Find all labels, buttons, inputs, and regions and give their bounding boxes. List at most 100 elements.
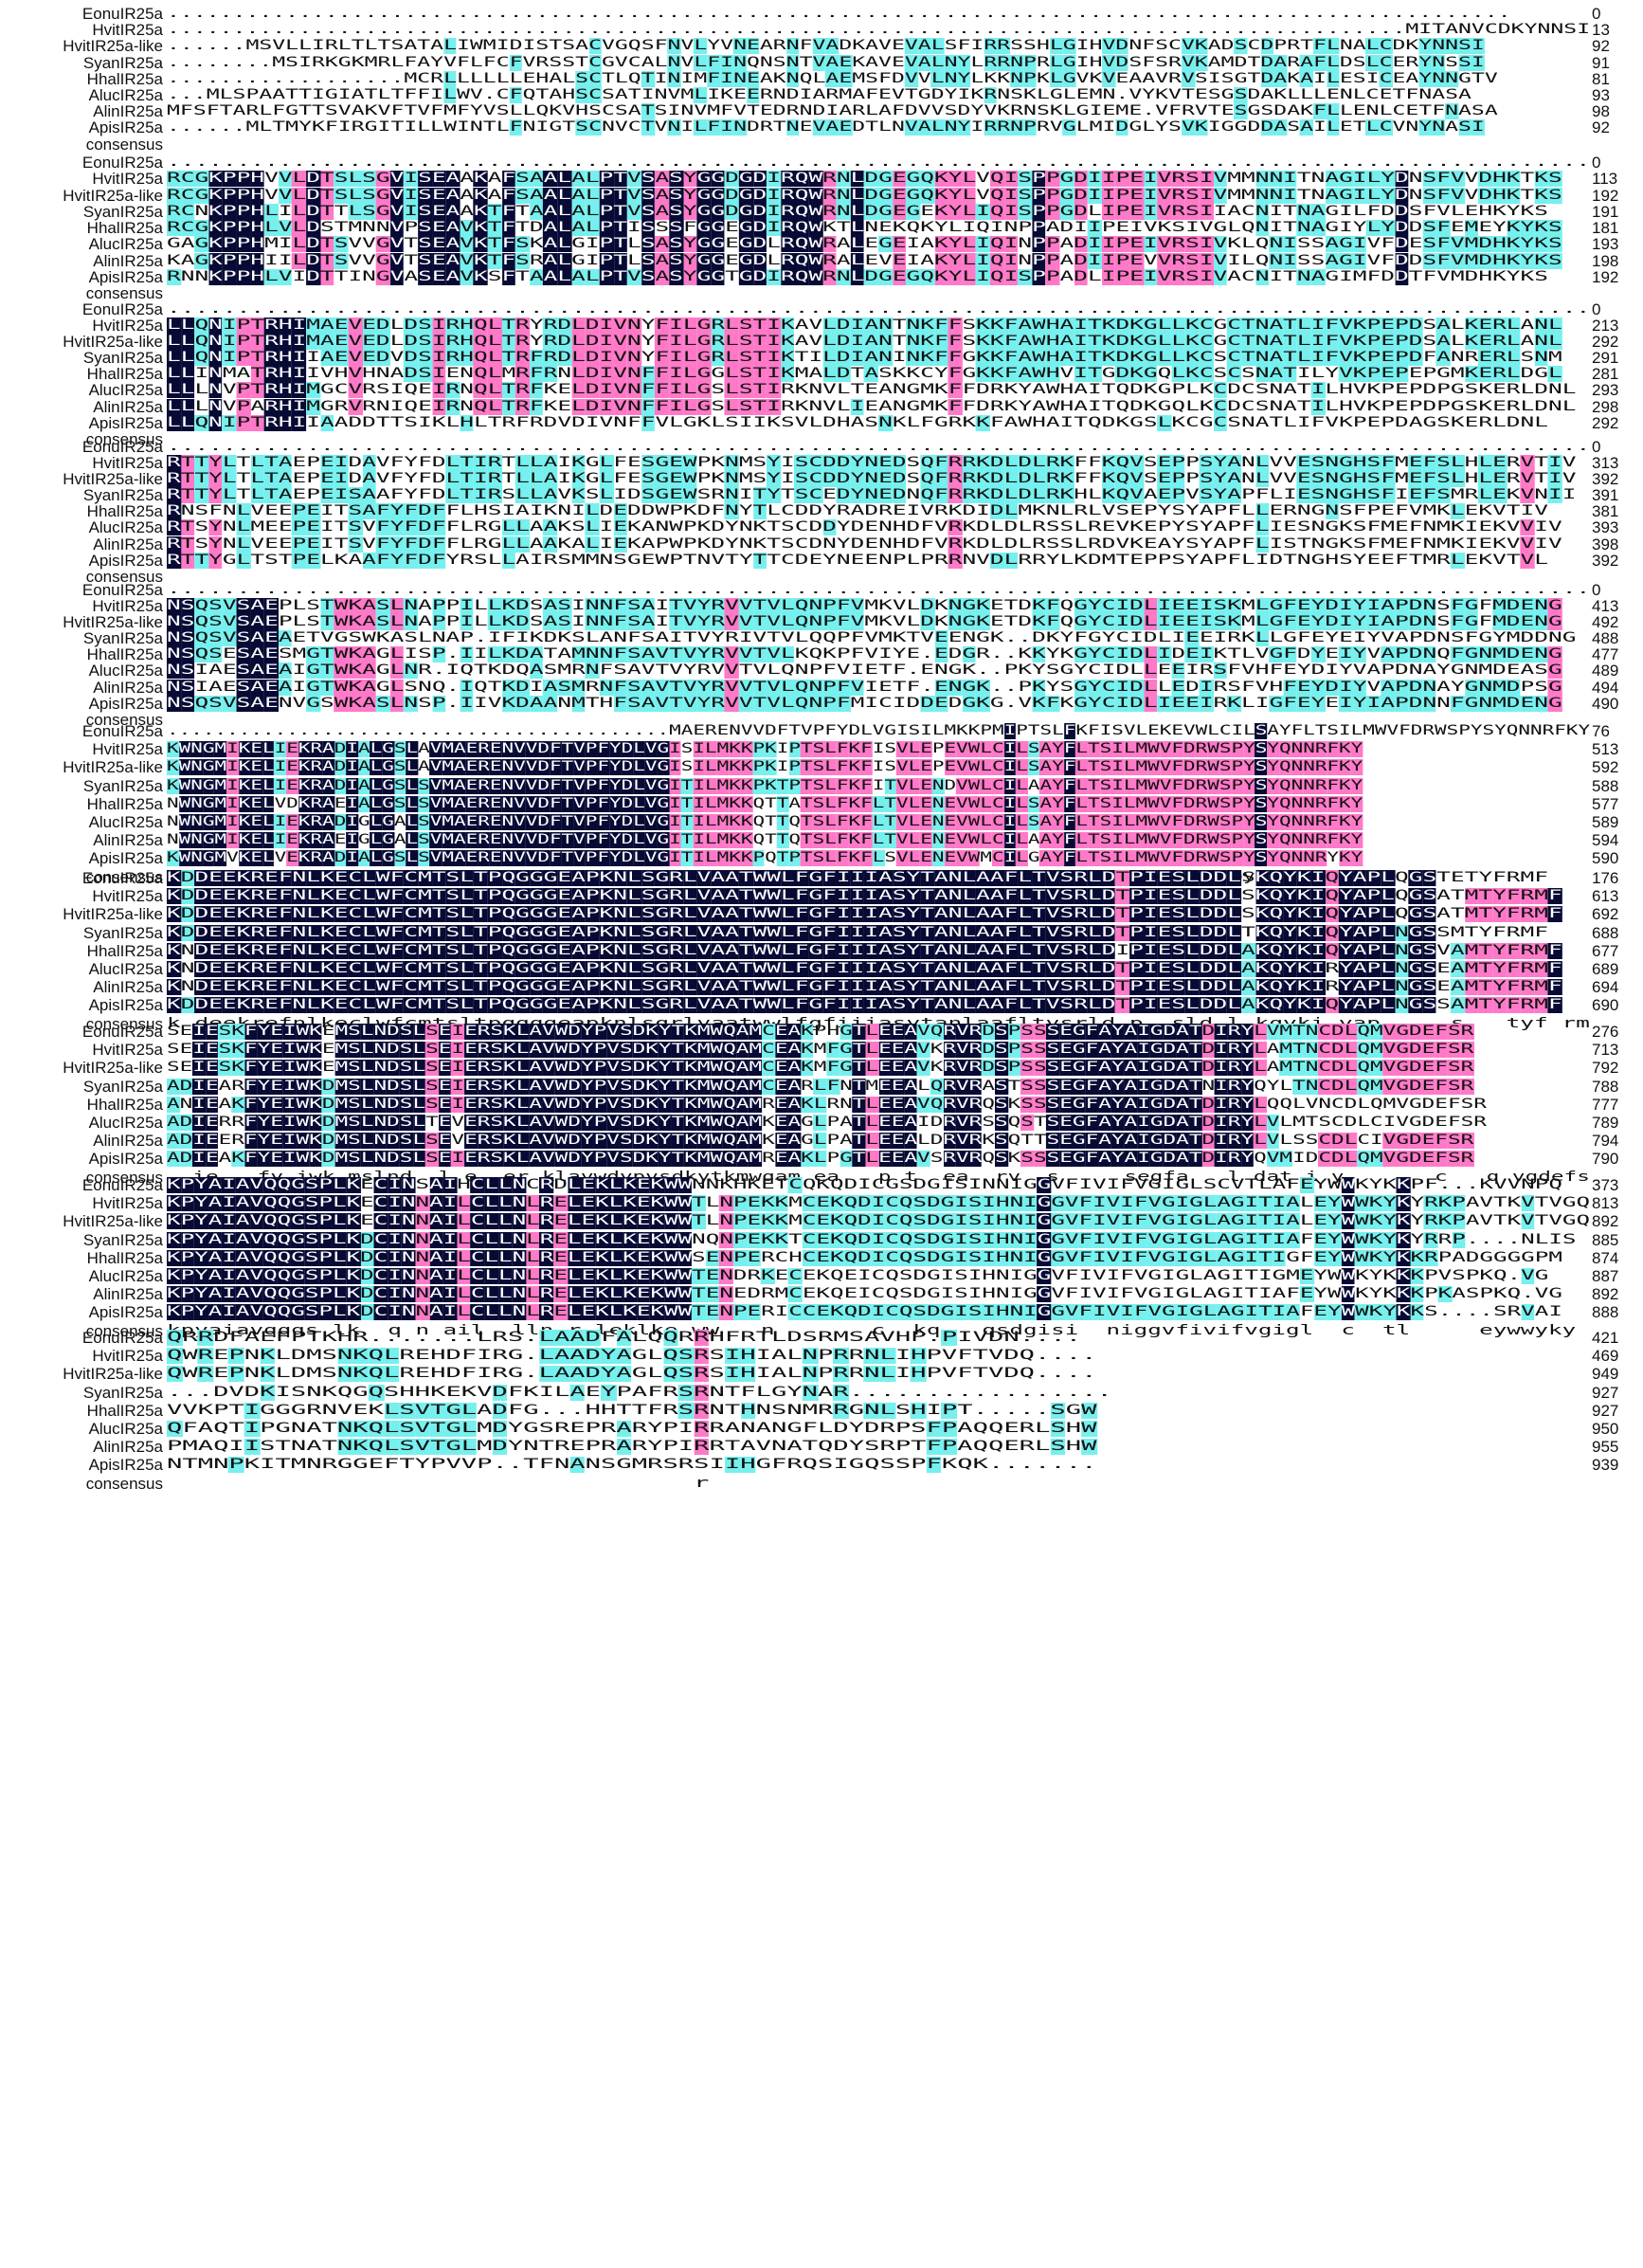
residue: . bbox=[1436, 582, 1451, 597]
sequence-name: EonuIR25a bbox=[81, 581, 163, 599]
residue: I bbox=[1227, 252, 1241, 268]
residue: S bbox=[375, 695, 390, 712]
residue: . bbox=[575, 22, 589, 38]
residue: N bbox=[404, 598, 419, 615]
residue: M bbox=[1450, 366, 1465, 382]
residue: . bbox=[1547, 301, 1562, 317]
residue: K bbox=[473, 203, 488, 220]
residue: T bbox=[298, 103, 312, 119]
residue: G bbox=[1450, 398, 1465, 414]
residue: V bbox=[956, 813, 968, 830]
residue: . bbox=[1247, 6, 1261, 21]
residue: R bbox=[711, 695, 726, 712]
residue: F bbox=[529, 350, 544, 367]
residue: . bbox=[1234, 6, 1248, 21]
residue: G bbox=[738, 252, 753, 269]
residue: M bbox=[272, 54, 286, 70]
residue: D bbox=[1234, 54, 1248, 70]
residue: . bbox=[192, 70, 207, 86]
residue: P bbox=[1032, 203, 1046, 220]
residue: F bbox=[906, 679, 921, 695]
residue: S bbox=[375, 598, 390, 615]
residue: L bbox=[585, 503, 600, 520]
residue: K bbox=[765, 777, 777, 794]
residue: V bbox=[738, 679, 753, 696]
residue: N bbox=[933, 662, 948, 679]
residue: L bbox=[705, 741, 717, 758]
residue: T bbox=[180, 535, 195, 553]
residue: W bbox=[1147, 813, 1160, 830]
residue: L bbox=[167, 366, 181, 383]
residue: I bbox=[1547, 455, 1562, 472]
residue: T bbox=[655, 662, 670, 679]
residue: R bbox=[1314, 759, 1327, 776]
residue: E bbox=[878, 86, 892, 102]
residue: S bbox=[1018, 203, 1033, 220]
residue: D bbox=[1506, 614, 1521, 631]
residue: A bbox=[250, 614, 265, 631]
residue: S bbox=[1039, 723, 1053, 738]
residue: I bbox=[1366, 695, 1381, 712]
residue: . bbox=[190, 723, 203, 738]
residue: R bbox=[1422, 723, 1435, 738]
residue: I bbox=[850, 662, 865, 679]
residue: G bbox=[1059, 187, 1074, 204]
residue: S bbox=[1171, 552, 1186, 568]
residue: T bbox=[389, 414, 405, 430]
residue: D bbox=[989, 503, 1004, 520]
residue: L bbox=[194, 382, 209, 398]
residue: . bbox=[1213, 582, 1228, 597]
residue: D bbox=[306, 187, 320, 204]
residue: L bbox=[1003, 487, 1019, 504]
residue: N bbox=[404, 662, 419, 680]
residue: S bbox=[1436, 614, 1451, 630]
residue: R bbox=[1199, 662, 1214, 679]
residue: S bbox=[1366, 455, 1381, 472]
residue: L bbox=[259, 119, 273, 136]
residue: . bbox=[599, 582, 614, 597]
sequence-name: AlinIR25a bbox=[93, 251, 163, 270]
residue: A bbox=[1207, 54, 1221, 70]
residue: N bbox=[167, 646, 181, 663]
residue: . bbox=[250, 154, 265, 170]
residue: T bbox=[264, 487, 279, 504]
residue: M bbox=[442, 813, 454, 830]
residue: M bbox=[1240, 171, 1255, 187]
residue: V bbox=[1352, 382, 1367, 398]
residue: A bbox=[418, 598, 432, 614]
residue: I bbox=[906, 503, 921, 519]
residue: E bbox=[250, 795, 262, 812]
residue: K bbox=[1185, 318, 1200, 335]
aligned-sequence: LLINMATRHIIVHVHNADSIENQLMRFRNLDIVNFFILGG… bbox=[167, 366, 1562, 383]
residue: Q bbox=[1255, 252, 1270, 268]
residue: I bbox=[767, 269, 781, 286]
residue: A bbox=[543, 220, 558, 237]
residue: I bbox=[1310, 334, 1326, 351]
residue: . bbox=[1101, 301, 1116, 317]
residue: T bbox=[884, 777, 897, 794]
residue: N bbox=[1240, 455, 1255, 471]
residue: A bbox=[322, 850, 334, 867]
residue: N bbox=[1422, 646, 1437, 663]
residue: N bbox=[167, 832, 179, 848]
residue: F bbox=[933, 350, 948, 367]
residue: L bbox=[389, 646, 405, 663]
residue: . bbox=[1199, 582, 1214, 597]
residue: S bbox=[390, 38, 405, 54]
residue: L bbox=[292, 187, 307, 204]
residue: P bbox=[1458, 723, 1471, 738]
residue: D bbox=[836, 366, 851, 383]
residue: S bbox=[1185, 252, 1200, 269]
residue: S bbox=[641, 269, 656, 286]
residue: I bbox=[1296, 414, 1311, 430]
residue: E bbox=[1381, 318, 1395, 335]
residue: D bbox=[920, 695, 934, 712]
residue: L bbox=[1087, 269, 1102, 285]
residue: G bbox=[657, 759, 670, 776]
residue: . bbox=[310, 723, 323, 738]
residue: Y bbox=[1350, 759, 1363, 776]
residue: E bbox=[250, 777, 262, 794]
residue: L bbox=[1255, 503, 1270, 520]
residue: I bbox=[1111, 741, 1124, 758]
residue: F bbox=[549, 813, 562, 830]
